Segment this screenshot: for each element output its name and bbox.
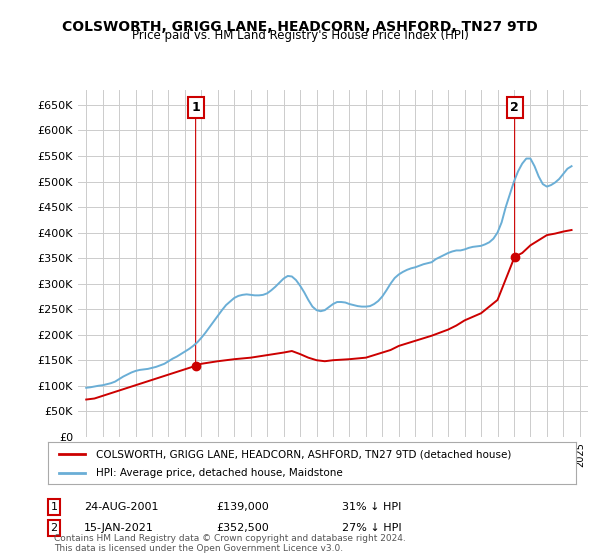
Text: COLSWORTH, GRIGG LANE, HEADCORN, ASHFORD, TN27 9TD: COLSWORTH, GRIGG LANE, HEADCORN, ASHFORD… bbox=[62, 20, 538, 34]
Text: Price paid vs. HM Land Registry's House Price Index (HPI): Price paid vs. HM Land Registry's House … bbox=[131, 29, 469, 42]
Text: 2: 2 bbox=[50, 523, 58, 533]
Text: Contains HM Land Registry data © Crown copyright and database right 2024.
This d: Contains HM Land Registry data © Crown c… bbox=[54, 534, 406, 553]
Text: 15-JAN-2021: 15-JAN-2021 bbox=[84, 523, 154, 533]
Text: 1: 1 bbox=[191, 101, 200, 114]
Text: 2: 2 bbox=[510, 101, 519, 114]
Text: 27% ↓ HPI: 27% ↓ HPI bbox=[342, 523, 401, 533]
Text: 31% ↓ HPI: 31% ↓ HPI bbox=[342, 502, 401, 512]
Text: 24-AUG-2001: 24-AUG-2001 bbox=[84, 502, 158, 512]
Text: COLSWORTH, GRIGG LANE, HEADCORN, ASHFORD, TN27 9TD (detached house): COLSWORTH, GRIGG LANE, HEADCORN, ASHFORD… bbox=[95, 449, 511, 459]
Text: £139,000: £139,000 bbox=[216, 502, 269, 512]
Text: HPI: Average price, detached house, Maidstone: HPI: Average price, detached house, Maid… bbox=[95, 468, 342, 478]
Text: 1: 1 bbox=[50, 502, 58, 512]
Text: £352,500: £352,500 bbox=[216, 523, 269, 533]
